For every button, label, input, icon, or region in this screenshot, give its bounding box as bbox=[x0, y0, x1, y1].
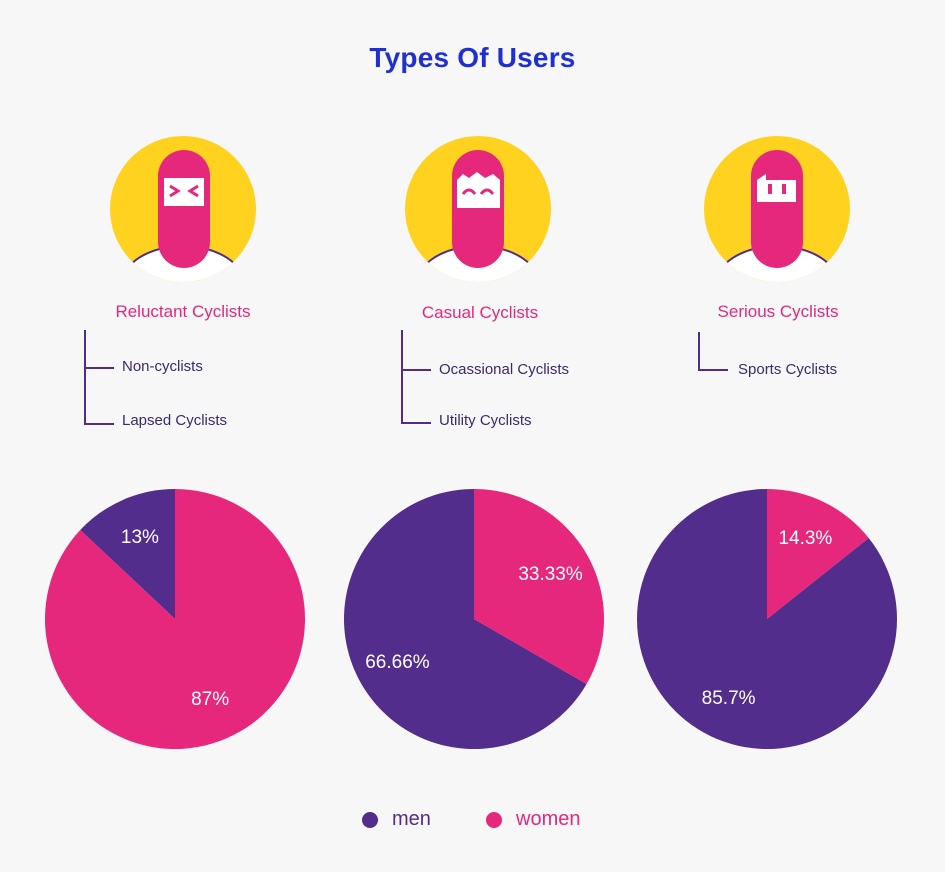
reluctant-cyclist-avatar-icon bbox=[110, 136, 256, 282]
pie-svg bbox=[344, 489, 604, 749]
pie-slice-women bbox=[45, 489, 306, 749]
legend-label-men: men bbox=[392, 808, 431, 830]
tree-branch bbox=[700, 369, 728, 371]
legend-dot-men bbox=[362, 811, 378, 828]
pie-label-men: 13% bbox=[120, 526, 159, 548]
tree-branch bbox=[86, 367, 114, 369]
pie-svg bbox=[45, 489, 306, 749]
subtype-label: Ocassional Cyclists bbox=[439, 361, 570, 378]
subtype-label: Lapsed Cyclists bbox=[122, 412, 228, 429]
pie-label-women: 33.33% bbox=[518, 563, 583, 585]
pie-chart-reluctant: 13% 87% bbox=[44, 488, 306, 750]
tree-branch bbox=[403, 422, 431, 424]
pie-slice-men bbox=[80, 489, 175, 619]
pie-chart-casual: 66.66% 33.33% bbox=[343, 488, 605, 750]
legend-dot-women bbox=[486, 811, 502, 828]
column-title-casual: Casual Cyclists bbox=[421, 303, 539, 322]
tree-branch bbox=[403, 369, 431, 371]
tree-connector bbox=[698, 332, 700, 371]
pie-label-women: 87% bbox=[191, 689, 230, 711]
chart-title: Types Of Users bbox=[369, 42, 576, 73]
tree-connector bbox=[401, 330, 403, 424]
legend-item-women: women bbox=[486, 808, 580, 831]
pie-svg bbox=[637, 489, 897, 749]
subtype-label: Utility Cyclists bbox=[439, 412, 532, 429]
pie-label-men: 66.66% bbox=[365, 652, 430, 674]
serious-cyclist-avatar-icon bbox=[704, 136, 850, 282]
subtype-label: Sports Cyclists bbox=[738, 361, 838, 378]
casual-cyclist-avatar-icon bbox=[405, 136, 551, 282]
tree-branch bbox=[86, 423, 114, 425]
pie-slice-men bbox=[344, 489, 587, 749]
pie-slice-women bbox=[474, 489, 604, 684]
column-title-reluctant: Reluctant Cyclists bbox=[115, 302, 251, 321]
pie-label-women: 14.3% bbox=[778, 528, 833, 550]
pie-slice-women bbox=[767, 489, 869, 619]
tree-connector bbox=[84, 330, 86, 425]
column-title-serious: Serious Cyclists bbox=[717, 302, 839, 321]
pie-label-men: 85.7% bbox=[701, 687, 756, 709]
subtype-label: Non-cyclists bbox=[122, 358, 203, 375]
legend-item-men: men bbox=[362, 808, 431, 831]
pie-chart-serious: 85.7% 14.3% bbox=[636, 488, 898, 750]
legend-label-women: women bbox=[516, 808, 581, 830]
